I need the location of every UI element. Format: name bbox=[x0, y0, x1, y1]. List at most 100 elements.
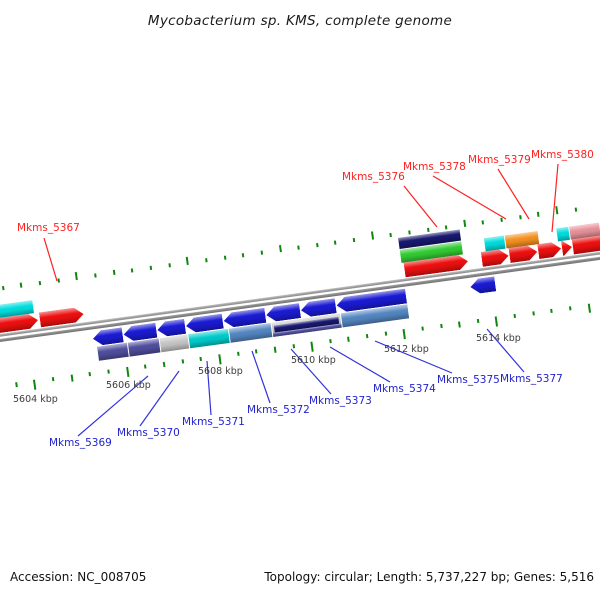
ruler-tick-above bbox=[333, 240, 337, 245]
gene-Mkms_5378 bbox=[483, 235, 506, 252]
gene-label: Mkms_5379 bbox=[468, 154, 531, 166]
gene-red-arrow-tiny bbox=[561, 240, 573, 256]
ruler-tick-below bbox=[254, 349, 258, 354]
ruler-tick-below bbox=[347, 336, 350, 342]
ruler-tick-above bbox=[463, 219, 467, 227]
ruler-tick-above bbox=[112, 269, 116, 276]
ruler-tick-above bbox=[500, 217, 503, 222]
ruler-tick-above bbox=[74, 271, 78, 281]
ruler-tick-above bbox=[481, 220, 485, 225]
ruler-tick-above bbox=[223, 255, 227, 260]
ruler-tick-below bbox=[513, 313, 517, 319]
ruler-tick-above bbox=[574, 207, 578, 212]
ruler-tick-below bbox=[310, 341, 314, 352]
gene-purple-2 bbox=[127, 338, 161, 357]
ruler-tick-above bbox=[260, 250, 264, 255]
ruler-tick-above bbox=[130, 268, 134, 273]
gene-label: Mkms_5374 bbox=[373, 383, 436, 395]
ruler-label: 5610 kbp bbox=[291, 355, 336, 366]
ruler-tick-below bbox=[476, 318, 480, 324]
ruler-tick-below bbox=[143, 364, 147, 369]
leader-line bbox=[43, 237, 58, 282]
ruler-tick-above bbox=[316, 242, 319, 248]
ruler-tick-above bbox=[444, 225, 448, 230]
gene-label: Mkms_5370 bbox=[117, 427, 180, 439]
ruler-tick-below bbox=[365, 334, 369, 339]
ruler-tick-below bbox=[550, 308, 553, 314]
gene-Mkms_5379 bbox=[504, 231, 540, 249]
gene-Mkms_5369 bbox=[97, 342, 129, 361]
ruler-tick-above bbox=[519, 215, 522, 220]
ruler-tick-above bbox=[149, 265, 153, 270]
ruler-tick-above bbox=[94, 273, 97, 278]
leader-line bbox=[551, 163, 559, 233]
gene-label: Mkms_5375 bbox=[437, 374, 500, 386]
ruler-tick-below bbox=[494, 316, 499, 327]
ruler-tick-above bbox=[168, 263, 171, 268]
gene-cyan-small bbox=[556, 226, 570, 242]
ruler-tick-above bbox=[427, 227, 430, 232]
ruler-tick-above bbox=[371, 231, 375, 240]
gene-label: Mkms_5373 bbox=[309, 395, 372, 407]
leader-line bbox=[251, 350, 271, 404]
ruler-tick-below bbox=[199, 356, 202, 362]
accession-text: Accession: NC_008705 bbox=[10, 570, 147, 584]
ruler-tick-below bbox=[70, 374, 74, 382]
ruler-tick-above bbox=[57, 278, 61, 283]
ruler-tick-below bbox=[421, 326, 424, 331]
ruler-tick-above bbox=[205, 258, 208, 263]
ruler-tick-above bbox=[185, 256, 189, 265]
gene-Mkms_5371 bbox=[188, 328, 230, 349]
ruler-tick-below bbox=[587, 303, 592, 313]
ruler-tick-below bbox=[458, 321, 461, 328]
genome-summary-text: Topology: circular; Length: 5,737,227 bp… bbox=[264, 570, 594, 584]
ruler-label: 5606 kbp bbox=[106, 380, 151, 391]
ruler-tick-above bbox=[1, 285, 5, 291]
ruler-tick-below bbox=[292, 344, 296, 349]
gene-label: Mkms_5372 bbox=[247, 404, 310, 416]
gene-Mkms_5370 bbox=[159, 334, 190, 353]
ruler-tick-below bbox=[218, 354, 222, 365]
ruler-tick-above bbox=[352, 237, 356, 243]
ruler-tick-below bbox=[402, 329, 406, 340]
ruler-tick-below bbox=[532, 311, 535, 316]
ruler-tick-below bbox=[237, 351, 240, 356]
ruler-tick-above bbox=[38, 280, 42, 286]
ruler-tick-below bbox=[126, 366, 130, 378]
leader-line bbox=[403, 185, 438, 228]
page-title: Mycobacterium sp. KMS, complete genome bbox=[147, 13, 453, 29]
gene-label: Mkms_5367 bbox=[17, 222, 80, 234]
ruler-tick-below bbox=[273, 346, 277, 353]
ruler-tick-below bbox=[88, 372, 91, 377]
ruler-label: 5614 kbp bbox=[476, 333, 521, 344]
gene-Mkms_5377 bbox=[469, 276, 496, 294]
gene-label: Mkms_5371 bbox=[182, 416, 245, 428]
ruler-tick-below bbox=[107, 369, 110, 374]
ruler-label: 5604 kbp bbox=[13, 394, 58, 405]
leader-line bbox=[329, 346, 391, 383]
ruler-tick-below bbox=[384, 331, 388, 336]
gene-label: Mkms_5380 bbox=[531, 149, 594, 161]
ruler-tick-below bbox=[32, 379, 37, 390]
ruler-tick-above bbox=[297, 245, 300, 250]
leader-line bbox=[432, 175, 507, 220]
ruler-tick-below bbox=[51, 377, 55, 382]
ruler-tick-below bbox=[329, 339, 332, 344]
ruler-tick-below bbox=[162, 361, 166, 368]
gene-label: Mkms_5376 bbox=[342, 171, 405, 183]
gene-label: Mkms_5369 bbox=[49, 437, 112, 449]
ruler-tick-above bbox=[555, 206, 559, 215]
ruler-tick-above bbox=[389, 232, 392, 238]
gene-label: Mkms_5378 bbox=[403, 161, 466, 173]
ruler-tick-above bbox=[241, 253, 245, 258]
ruler-tick-below bbox=[440, 323, 443, 329]
ruler-tick-above bbox=[536, 211, 540, 217]
ruler-label: 5608 kbp bbox=[198, 366, 243, 377]
ruler-tick-below bbox=[15, 382, 18, 388]
ruler-tick-above bbox=[278, 245, 282, 253]
leader-line bbox=[497, 168, 530, 220]
ruler-tick-below bbox=[568, 306, 572, 311]
ruler-tick-above bbox=[19, 282, 23, 288]
ruler-tick-below bbox=[181, 359, 185, 364]
